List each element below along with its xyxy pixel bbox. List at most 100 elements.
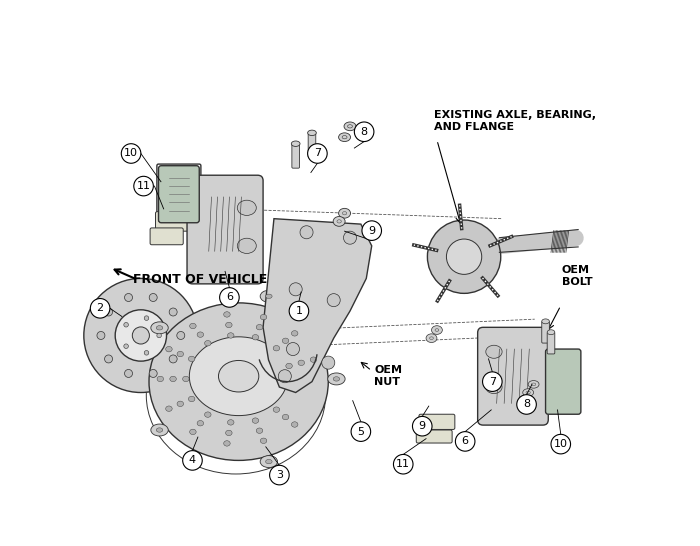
Ellipse shape <box>237 238 256 253</box>
Ellipse shape <box>149 303 328 460</box>
Ellipse shape <box>237 200 256 216</box>
Ellipse shape <box>265 459 272 464</box>
Text: 6: 6 <box>462 436 469 447</box>
Circle shape <box>393 454 413 474</box>
Text: 8: 8 <box>360 127 368 136</box>
Text: 2: 2 <box>97 304 104 313</box>
Ellipse shape <box>282 338 289 343</box>
Circle shape <box>412 417 432 436</box>
Circle shape <box>279 370 291 383</box>
Ellipse shape <box>337 219 342 223</box>
Ellipse shape <box>291 331 298 336</box>
Ellipse shape <box>431 326 442 334</box>
Ellipse shape <box>291 141 300 146</box>
FancyArrowPatch shape <box>502 238 575 246</box>
FancyBboxPatch shape <box>542 322 550 343</box>
Ellipse shape <box>204 412 211 417</box>
Circle shape <box>144 351 149 355</box>
Circle shape <box>307 144 327 163</box>
Text: OEM
BOLT: OEM BOLT <box>562 265 592 287</box>
Circle shape <box>177 331 185 340</box>
Circle shape <box>125 294 132 301</box>
Ellipse shape <box>224 441 230 446</box>
Circle shape <box>270 465 289 485</box>
Text: 4: 4 <box>189 455 196 465</box>
Text: 7: 7 <box>314 149 321 158</box>
Ellipse shape <box>260 290 277 302</box>
Ellipse shape <box>348 124 352 128</box>
Ellipse shape <box>188 396 195 402</box>
Circle shape <box>97 331 105 340</box>
Circle shape <box>351 422 370 441</box>
Ellipse shape <box>197 332 204 337</box>
FancyBboxPatch shape <box>150 228 183 245</box>
Circle shape <box>104 308 113 316</box>
Ellipse shape <box>177 401 183 407</box>
Ellipse shape <box>447 239 482 274</box>
Ellipse shape <box>542 319 550 324</box>
Circle shape <box>169 355 177 363</box>
Polygon shape <box>263 219 372 393</box>
Text: 7: 7 <box>489 377 496 387</box>
Ellipse shape <box>225 322 232 328</box>
Ellipse shape <box>430 337 433 340</box>
Text: 6: 6 <box>226 293 233 302</box>
Ellipse shape <box>282 414 289 420</box>
Ellipse shape <box>252 335 259 340</box>
Text: EXISTING AXLE, BEARING,
AND FLANGE: EXISTING AXLE, BEARING, AND FLANGE <box>434 110 596 132</box>
Circle shape <box>124 344 128 348</box>
Ellipse shape <box>486 345 502 358</box>
Text: 3: 3 <box>276 470 283 480</box>
Circle shape <box>482 372 502 391</box>
Ellipse shape <box>273 407 280 412</box>
Circle shape <box>344 231 356 244</box>
Ellipse shape <box>225 430 232 436</box>
FancyBboxPatch shape <box>308 133 316 157</box>
Circle shape <box>104 355 113 363</box>
Text: 5: 5 <box>358 426 365 437</box>
Text: 9: 9 <box>368 225 375 236</box>
Ellipse shape <box>531 383 536 385</box>
Ellipse shape <box>273 346 280 351</box>
Ellipse shape <box>156 428 163 432</box>
FancyBboxPatch shape <box>419 414 455 430</box>
Circle shape <box>134 176 153 196</box>
Circle shape <box>169 308 177 316</box>
Circle shape <box>327 294 340 307</box>
Ellipse shape <box>150 424 168 436</box>
Text: 10: 10 <box>554 439 568 449</box>
Ellipse shape <box>310 357 316 363</box>
Ellipse shape <box>189 337 288 416</box>
Text: 11: 11 <box>136 181 150 191</box>
Ellipse shape <box>218 360 259 392</box>
Circle shape <box>132 327 149 344</box>
Circle shape <box>220 288 239 307</box>
Ellipse shape <box>190 429 196 435</box>
Ellipse shape <box>523 389 533 396</box>
Circle shape <box>362 221 382 240</box>
Ellipse shape <box>333 377 340 381</box>
FancyBboxPatch shape <box>187 175 263 284</box>
Ellipse shape <box>260 314 267 320</box>
Ellipse shape <box>291 422 298 427</box>
Ellipse shape <box>265 294 272 299</box>
Circle shape <box>322 356 335 369</box>
Circle shape <box>551 434 570 454</box>
Ellipse shape <box>486 381 502 394</box>
FancyBboxPatch shape <box>545 349 581 414</box>
Circle shape <box>289 283 302 296</box>
Circle shape <box>354 122 374 141</box>
Ellipse shape <box>166 347 172 352</box>
Ellipse shape <box>307 130 316 135</box>
Ellipse shape <box>260 438 267 443</box>
FancyBboxPatch shape <box>477 327 548 425</box>
FancyBboxPatch shape <box>416 430 452 443</box>
Ellipse shape <box>526 391 531 394</box>
Ellipse shape <box>150 322 168 334</box>
Circle shape <box>456 432 475 451</box>
Circle shape <box>125 370 132 377</box>
Circle shape <box>84 278 198 393</box>
Ellipse shape <box>342 135 347 139</box>
FancyBboxPatch shape <box>158 166 200 223</box>
Text: 8: 8 <box>523 400 530 410</box>
